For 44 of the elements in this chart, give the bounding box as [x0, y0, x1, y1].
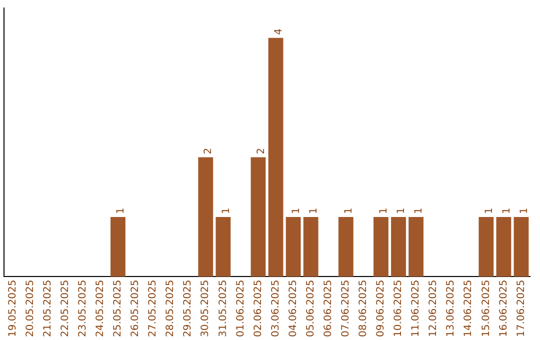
x-tick-label: 17.06.2025	[516, 280, 527, 338]
x-tick-label: 07.06.2025	[340, 280, 352, 338]
x-tick-label: 03.06.2025	[270, 280, 282, 338]
x-tick-label: 04.06.2025	[288, 280, 299, 338]
x-tick-label: 13.06.2025	[446, 280, 457, 338]
data-label: 1	[220, 208, 232, 214]
x-tick-label: 30.05.2025	[200, 280, 212, 338]
data-label: 1	[501, 208, 512, 214]
x-tick-label: 16.06.2025	[498, 280, 510, 338]
x-tick-label: 11.06.2025	[410, 280, 422, 338]
x-tick-label: 31.05.2025	[218, 280, 229, 338]
x-tick-label: 19.05.2025	[7, 280, 18, 338]
x-tick-label: 28.05.2025	[165, 280, 176, 338]
data-label: 1	[518, 208, 530, 214]
x-tick-label: 21.05.2025	[42, 280, 54, 338]
data-label: 1	[414, 208, 425, 214]
x-tick-label: 22.05.2025	[60, 280, 71, 338]
x-tick-label: 27.05.2025	[148, 280, 159, 338]
x-tick-label: 23.05.2025	[77, 280, 88, 338]
x-tick-label: 01.06.2025	[235, 280, 246, 338]
data-label: 1	[308, 208, 320, 214]
x-tick-label: 02.06.2025	[252, 280, 264, 338]
x-tick-label: 10.06.2025	[393, 280, 404, 338]
x-tick-label: 25.05.2025	[112, 280, 124, 338]
x-tick-label: 15.06.2025	[480, 280, 492, 338]
x-tick-label: 26.05.2025	[130, 280, 142, 338]
x-tick-label: 05.06.2025	[305, 280, 316, 338]
data-label: 1	[484, 208, 495, 214]
data-label: 4	[273, 28, 284, 35]
data-label: 1	[116, 208, 127, 214]
x-tick-label: 24.05.2025	[95, 280, 106, 338]
x-tick-label: 29.05.2025	[182, 280, 194, 338]
x-tick-label: 08.06.2025	[358, 280, 370, 338]
x-tick-label: 14.06.2025	[463, 280, 474, 338]
x-tick-label: 06.06.2025	[322, 280, 334, 338]
data-label: 1	[290, 208, 302, 214]
x-tick-label: 09.06.2025	[376, 280, 387, 338]
data-label: 1	[378, 208, 390, 214]
x-tick-label: 12.06.2025	[428, 280, 440, 338]
x-tick-label: 20.05.2025	[24, 280, 36, 338]
data-label: 1	[396, 208, 408, 214]
data-label: 2	[203, 148, 214, 154]
data-label: 1	[343, 208, 354, 214]
data-label: 2	[256, 148, 267, 154]
